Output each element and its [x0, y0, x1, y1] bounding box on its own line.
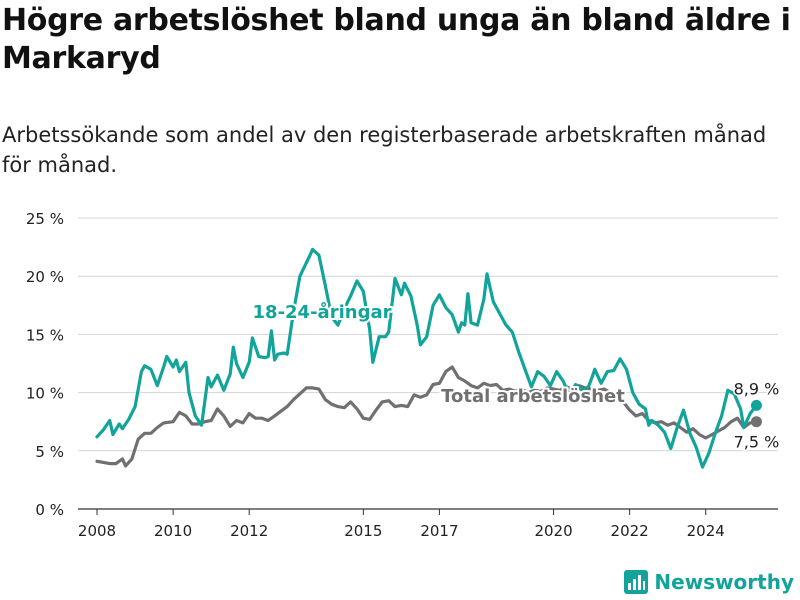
y-tick-label: 0 % [35, 501, 64, 519]
y-tick-label: 20 % [26, 268, 64, 286]
youth-end-point [750, 399, 762, 411]
total-end-point [750, 416, 762, 428]
youth-series-label: 18-24-åringar [253, 301, 392, 323]
brand-logo: Newsworthy [624, 570, 794, 594]
chart-subtitle: Arbetssökande som andel av den registerb… [2, 123, 767, 177]
y-tick-label: 25 % [26, 210, 64, 228]
total-series-label: Total arbetslöshet [441, 386, 625, 407]
y-tick-label: 5 % [35, 443, 64, 461]
y-tick-label: 10 % [26, 385, 64, 403]
y-tick-label: 15 % [26, 326, 64, 344]
bar-chart-icon [624, 570, 649, 594]
total-end-value-label: 7,5 % [734, 433, 780, 452]
x-tick-label: 2010 [154, 522, 192, 540]
x-tick-label: 2020 [534, 522, 572, 540]
x-tick-label: 2024 [687, 522, 725, 540]
x-tick-label: 2008 [78, 522, 116, 540]
youth-end-value-label: 8,9 % [734, 379, 780, 398]
brand-name: Newsworthy [654, 570, 794, 594]
x-tick-label: 2022 [611, 522, 649, 540]
x-tick-label: 2017 [420, 522, 458, 540]
x-tick-label: 2015 [344, 522, 382, 540]
chart-title: Högre arbetslöshet bland unga än bland ä… [2, 3, 791, 76]
youth-series-line [95, 247, 758, 469]
x-tick-label: 2012 [230, 522, 268, 540]
